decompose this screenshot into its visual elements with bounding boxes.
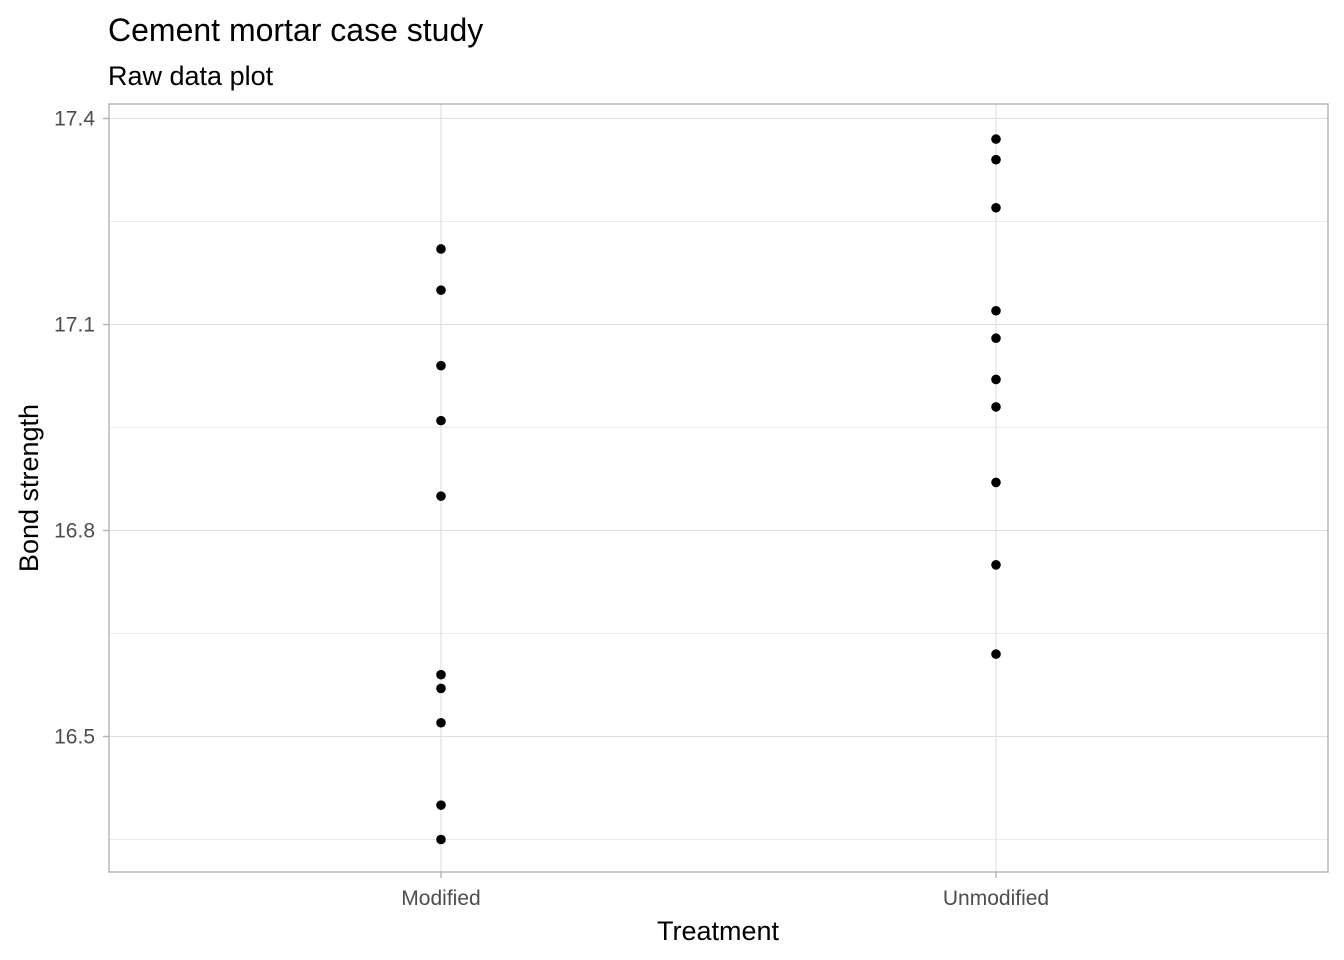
data-point-19: [991, 649, 1001, 659]
data-point-17: [991, 477, 1001, 488]
data-point-18: [991, 560, 1001, 570]
y-tick-label-1: 16.8: [54, 520, 95, 543]
data-point-7: [436, 717, 446, 728]
data-point-13: [991, 305, 1001, 316]
data-point-8: [436, 800, 446, 810]
data-point-16: [991, 402, 1001, 412]
data-point-3: [436, 415, 446, 426]
minor-gridlines: [109, 221, 1328, 840]
chart-subtitle: Raw data plot: [108, 61, 274, 91]
data-point-5: [436, 669, 446, 680]
y-tick-label-0: 16.5: [54, 726, 95, 749]
data-point-0: [436, 244, 446, 254]
chart-title: Cement mortar case study: [108, 12, 483, 48]
data-point-14: [991, 333, 1001, 344]
data-point-6: [436, 683, 446, 694]
data-point-10: [991, 134, 1001, 144]
y-axis-title: Bond strength: [14, 404, 44, 572]
major-gridlines: [109, 104, 1328, 872]
plot-panel-border: [108, 103, 1329, 873]
data-point-11: [991, 154, 1001, 165]
y-tick-label-2: 17.1: [54, 314, 95, 337]
data-point-4: [436, 491, 446, 501]
data-point-9: [436, 834, 446, 845]
data-point-15: [991, 374, 1001, 385]
x-axis-title: Treatment: [657, 916, 780, 946]
x-tick-label-1: Unmodified: [943, 887, 1049, 910]
x-tick-label-0: Modified: [401, 887, 480, 910]
y-tick-label-3: 17.4: [54, 108, 95, 131]
data-point-1: [436, 285, 446, 295]
y-axis: 16.5 16.8 17.1 17.4: [54, 108, 109, 749]
data-point-12: [991, 202, 1001, 213]
data-points: [436, 134, 1001, 845]
data-point-2: [436, 360, 446, 371]
x-axis: Modified Unmodified: [401, 872, 1049, 910]
